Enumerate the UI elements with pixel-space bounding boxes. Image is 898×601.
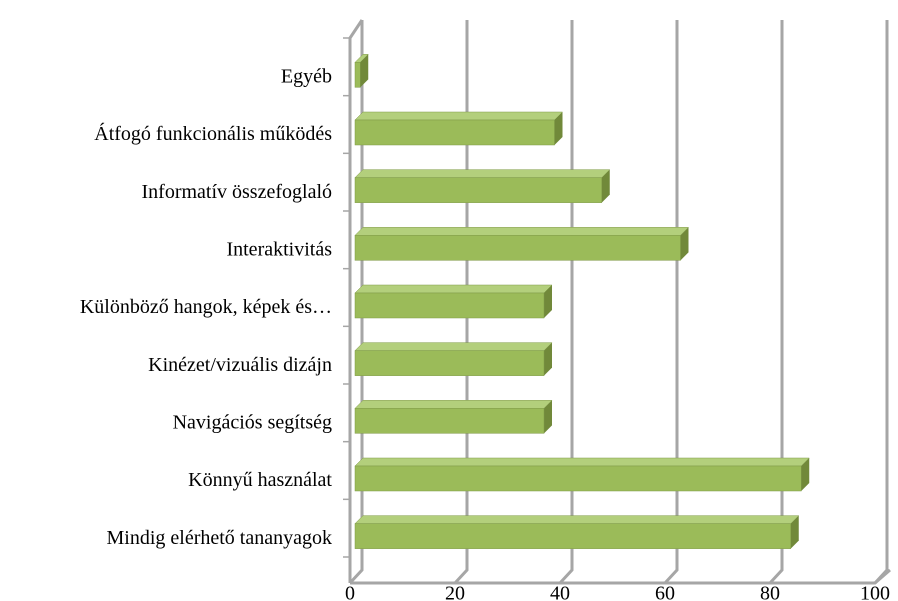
bar (354, 523, 791, 549)
bar-top (354, 457, 810, 467)
bar-side (544, 400, 552, 434)
x-tick-label: 60 (655, 583, 675, 601)
bar-side (790, 515, 799, 549)
bar-side (544, 285, 552, 318)
grid-line (453, 20, 469, 585)
bar-top (354, 227, 690, 236)
y-tick-label: Interaktivitás (226, 238, 332, 260)
bar (354, 408, 545, 434)
grid-line (348, 20, 364, 585)
bar-side (601, 169, 610, 203)
y-tick-label: Kinézet/vizuális dizájn (148, 354, 332, 376)
bar (354, 119, 555, 146)
grid-line (663, 20, 679, 585)
bar-side (544, 342, 552, 376)
grid-line (558, 20, 574, 585)
x-tick-label: 80 (760, 583, 780, 601)
bar (354, 350, 545, 376)
grid-line (873, 20, 889, 585)
bar (354, 177, 602, 203)
bar-top (354, 169, 611, 178)
bar-side (554, 112, 563, 145)
y-tick-label: Informatív összefoglaló (142, 181, 333, 203)
bar-side (801, 458, 810, 491)
bar-top (354, 515, 800, 524)
x-tick-label: 0 (345, 583, 355, 601)
y-tick-label: Átfogó funkcionális működés (94, 122, 332, 145)
bar (354, 62, 361, 88)
y-tick-label: Mindig elérhető tananyagok (107, 527, 333, 549)
y-tick-label: Különböző hangok, képek és… (80, 296, 332, 318)
bar (354, 292, 545, 319)
bar (354, 465, 802, 492)
bar-side (680, 227, 689, 261)
x-tick-label: 40 (550, 583, 570, 601)
y-tick-label: Egyéb (281, 65, 332, 87)
y-tick-label: Navigációs segítség (173, 411, 332, 433)
x-tick-label: 100 (860, 583, 890, 601)
bar-top (354, 284, 553, 294)
bar-top (354, 400, 553, 409)
bar-side (360, 54, 369, 88)
x-tick-label: 20 (445, 583, 465, 601)
grid-line (768, 20, 784, 585)
floor (350, 568, 891, 585)
y-tick-label: Könnyű használat (188, 469, 332, 491)
bar-top (354, 342, 553, 351)
bar-top (354, 111, 564, 121)
bar (354, 235, 681, 261)
